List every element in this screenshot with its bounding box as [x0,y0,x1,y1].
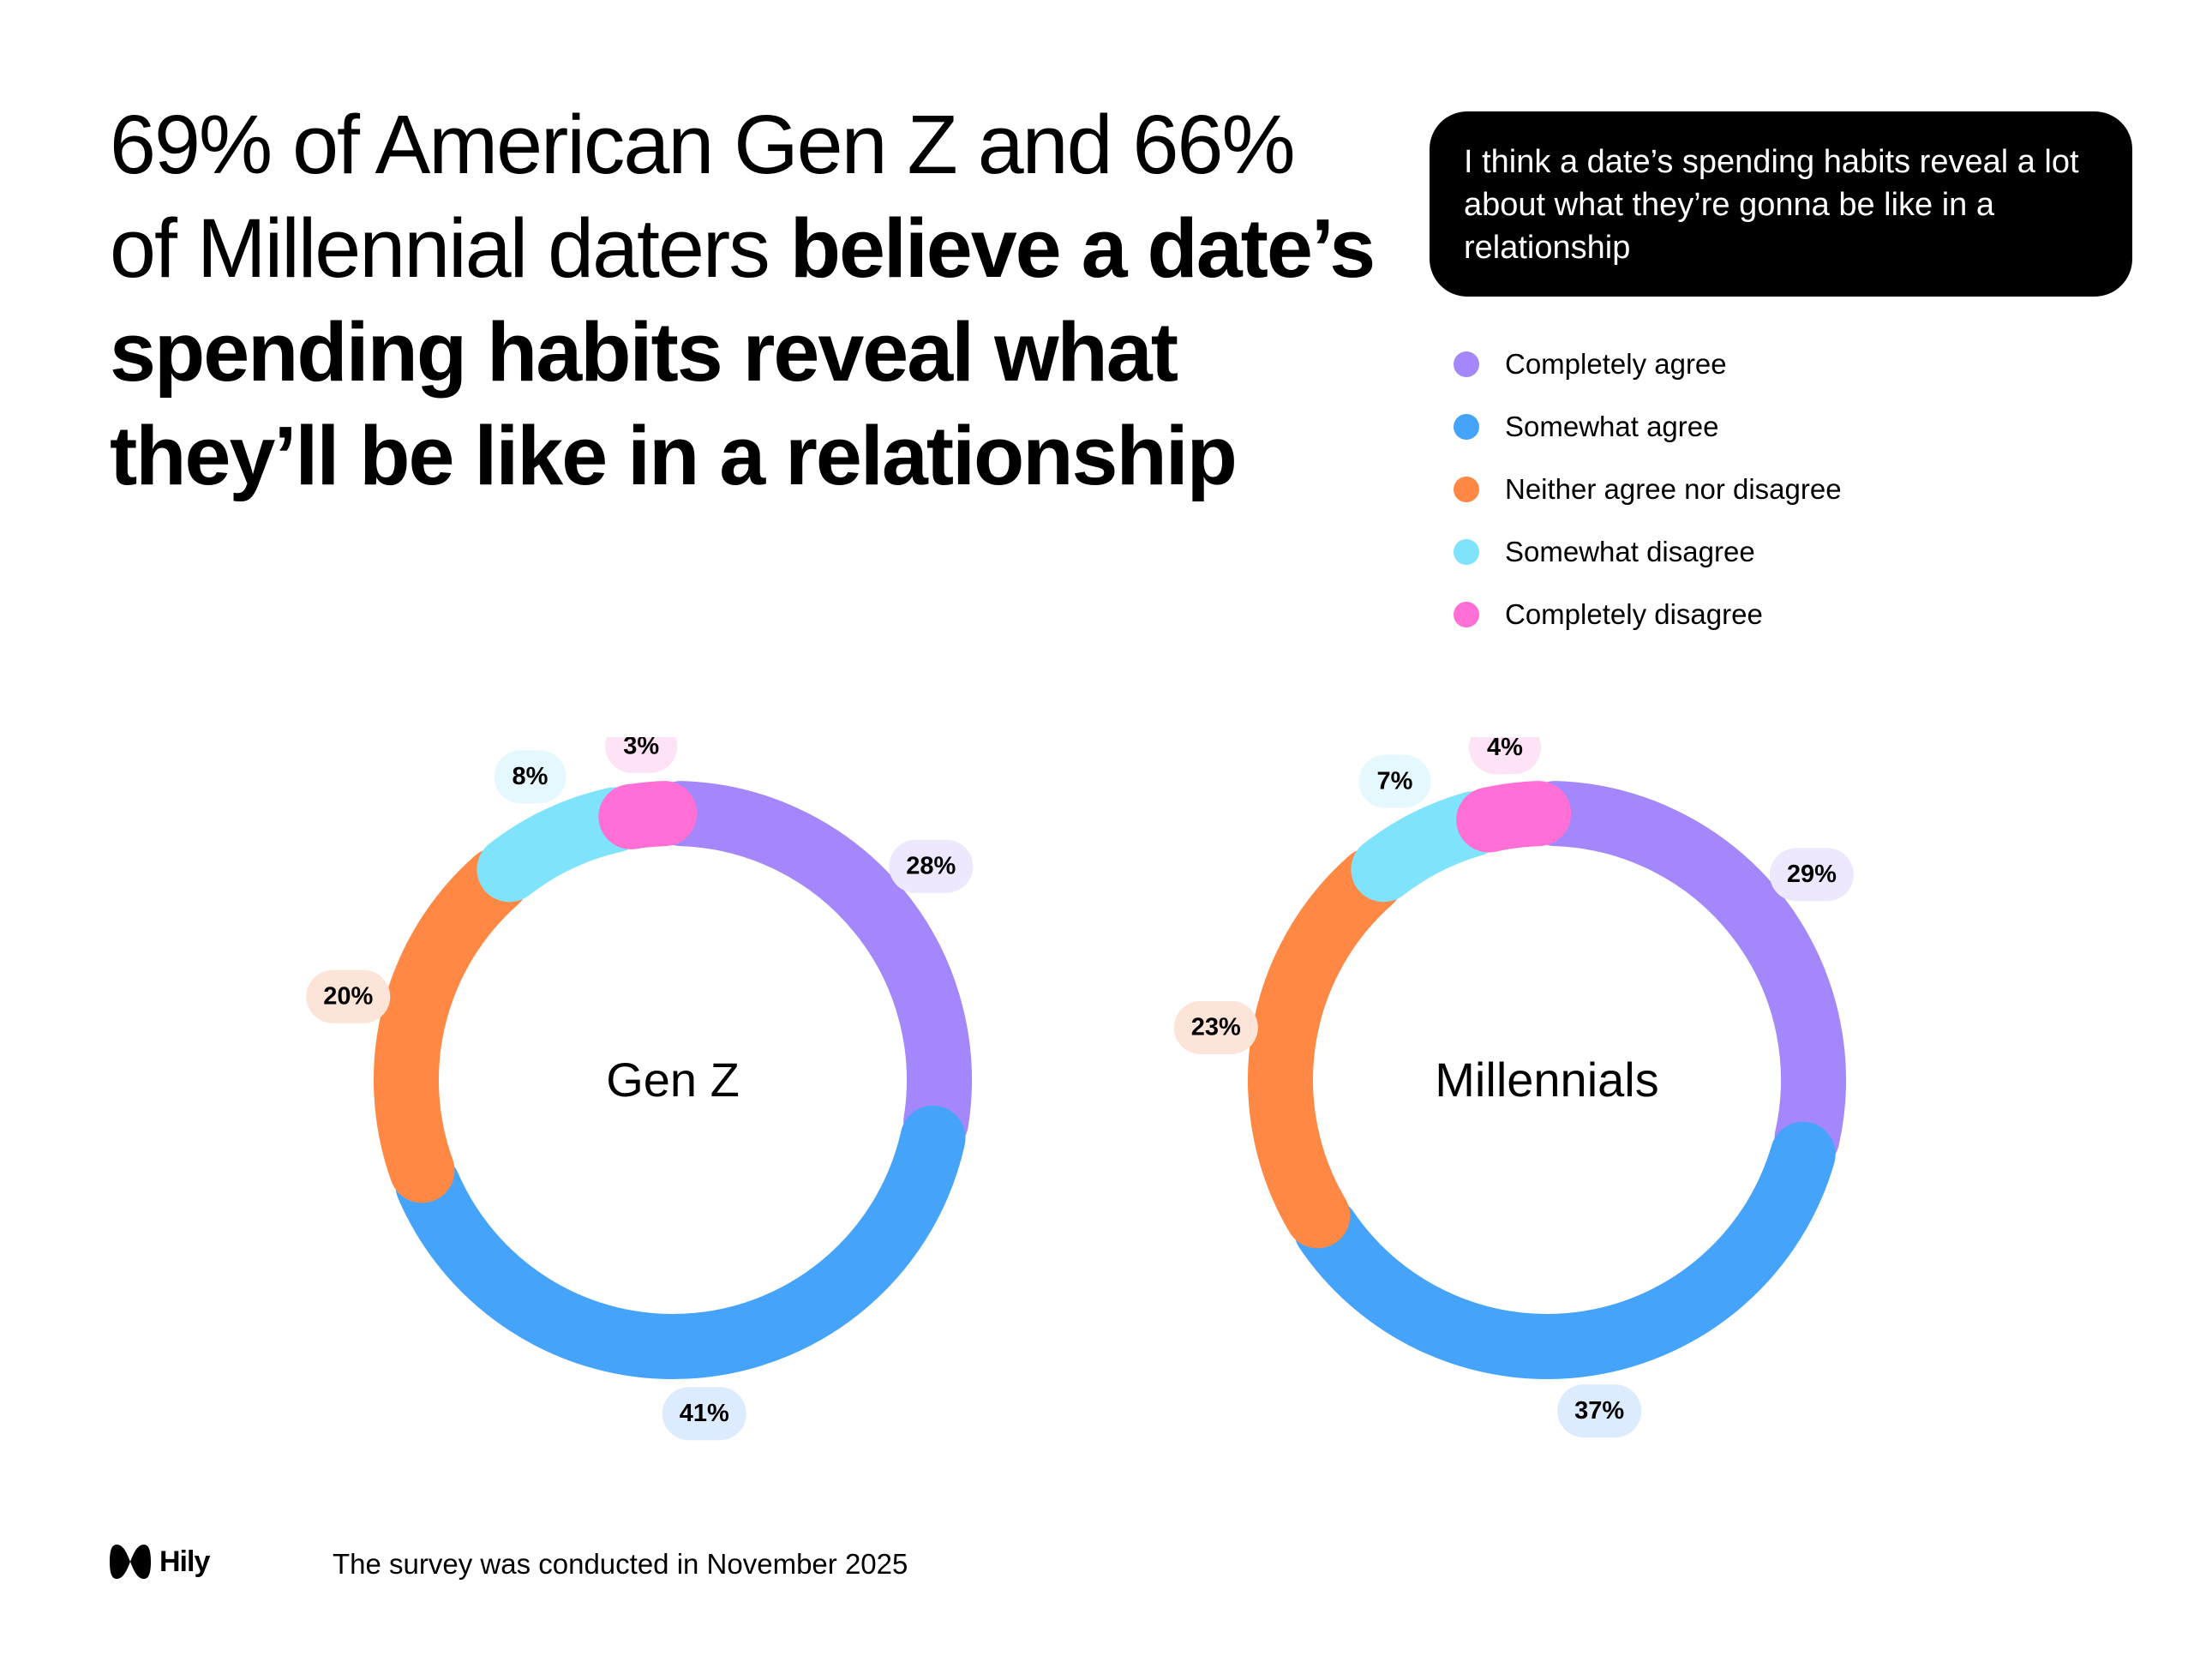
center-label-gen-z: Gen Z [606,1053,740,1107]
data-label-pill [1557,1384,1642,1438]
data-label-pill [1769,848,1854,902]
headline-light: 69% of American Gen Z and 66% of Millenn… [110,98,1296,295]
data-label-pill [306,969,391,1023]
legend-item-completely-disagree: Completely disagree [1454,583,1842,645]
segment-gen-z-somewhat-disagree [477,787,648,903]
legend-item-somewhat-disagree: Somewhat disagree [1454,520,1842,583]
data-label-text: 37% [1574,1397,1624,1425]
legend-dot [1454,601,1479,627]
segment-gen-z-somewhat-agree [395,1105,966,1379]
data-label-text: 41% [680,1400,729,1427]
headline: 69% of American Gen Z and 66% of Millenn… [110,93,1378,507]
legend-dot [1454,476,1479,502]
segment-millennials-neither-agree-nor-disagree [1248,847,1404,1249]
data-label-text: 3% [623,737,659,759]
data-label-pill [1173,1000,1258,1054]
segment-millennials-completely-disagree [1456,781,1572,853]
data-label-millennials-completely-disagree: 4% [1469,737,1541,775]
data-label-gen-z-completely-disagree: 3% [605,737,678,773]
legend-label: Completely agree [1505,347,1727,380]
legend-dot [1454,413,1479,440]
legend-label: Somewhat disagree [1505,535,1755,567]
survey-footnote: The survey was conducted in November 202… [333,1548,908,1580]
segment-gen-z-completely-agree [648,781,972,1155]
segment-gen-z-neither-agree-nor-disagree [374,847,530,1203]
data-label-millennials-completely-agree: 29% [1769,848,1854,902]
legend-label: Neither agree nor disagree [1505,472,1842,505]
survey-question: I think a date’s spending habits reveal … [1430,111,2132,297]
data-label-text: 28% [906,852,956,879]
data-label-pill [494,750,566,804]
segment-millennials-completely-agree [1522,781,1846,1171]
donut-charts: 28% 41% 20% 8% 3% Gen Z 29% 37% 23% 7% 4% Millennia… [306,737,1854,1441]
headline-strong: believe a date’s spending habits reveal … [110,201,1376,502]
segment-millennials-somewhat-agree [1293,1121,1836,1379]
hily-brand: Hily [159,1545,210,1578]
data-label-text: 7% [1377,767,1413,795]
data-label-text: 23% [1191,1013,1241,1041]
data-label-pill [605,737,678,773]
hily-logo: Hily [110,1541,210,1582]
data-label-gen-z-completely-agree: 28% [889,839,974,893]
data-label-millennials-neither-agree-nor-disagree: 23% [1173,1000,1258,1054]
legend-dot [1454,351,1479,377]
hily-logo-icon [110,1545,151,1579]
data-label-pill [889,839,974,893]
legend: Completely agree Somewhat agree Neither … [1454,333,1842,645]
legend-item-somewhat-agree: Somewhat agree [1454,395,1842,458]
data-label-millennials-somewhat-agree: 37% [1557,1384,1642,1438]
data-label-pill [1358,754,1431,808]
legend-item-completely-agree: Completely agree [1454,333,1842,395]
legend-label: Completely disagree [1505,597,1763,630]
data-label-pill [1469,737,1541,775]
segment-gen-z-completely-disagree [598,781,698,849]
data-label-text: 4% [1487,737,1523,761]
legend-item-neither: Neither agree nor disagree [1454,458,1842,520]
data-label-text: 20% [323,982,373,1010]
data-label-text: 8% [513,763,548,790]
center-label-millennials: Millennials [1435,1053,1658,1107]
data-label-gen-z-somewhat-disagree: 8% [494,750,566,804]
legend-dot [1454,538,1479,565]
data-label-millennials-somewhat-disagree: 7% [1358,754,1431,808]
data-label-gen-z-somewhat-agree: 41% [662,1387,746,1441]
data-label-pill [662,1387,746,1441]
data-label-gen-z-neither-agree-nor-disagree: 20% [306,969,391,1023]
legend-label: Somewhat agree [1505,410,1719,442]
data-label-text: 29% [1787,861,1837,888]
